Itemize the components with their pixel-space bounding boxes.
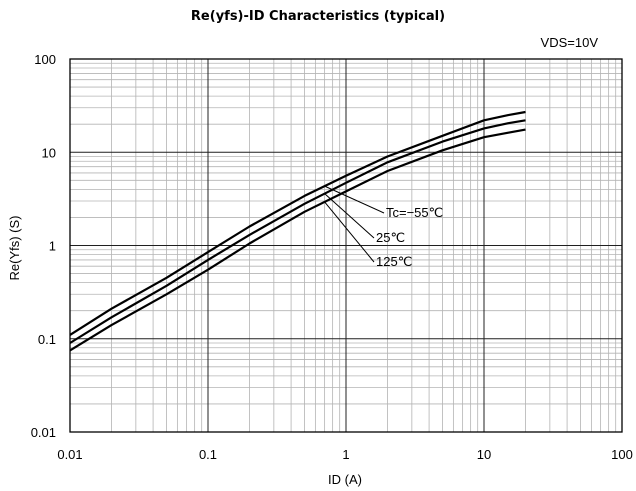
plot-frame (69, 58, 623, 433)
x-tick-label: 0.01 (57, 447, 82, 462)
condition-note: VDS=10V (541, 35, 599, 50)
y-tick-label: 1 (49, 239, 56, 254)
annotation-leader (324, 185, 385, 214)
grid (69, 58, 623, 433)
series-label: Tc=−55℃ (386, 205, 443, 220)
chart-title: Re(yfs)-ID Characteristics (typical) (191, 9, 445, 24)
tick-labels: 0.01 0.1 1 10 100 0.01 0.1 1 10 100 (31, 52, 633, 462)
annotation-leader (324, 201, 375, 263)
y-tick-label: 0.1 (38, 332, 56, 347)
x-tick-label: 0.1 (199, 447, 217, 462)
series-label: 125℃ (376, 254, 412, 269)
y-tick-label: 100 (34, 52, 56, 67)
y-tick-label: 10 (42, 145, 56, 160)
series-line (69, 119, 526, 344)
x-tick-label: 100 (611, 447, 633, 462)
series-lines (69, 110, 526, 352)
x-tick-label: 10 (477, 447, 491, 462)
series-line (69, 110, 526, 336)
series-annotations: Tc=−55℃ 25℃ 125℃ (324, 185, 443, 269)
y-tick-label: 0.01 (31, 425, 56, 440)
x-tick-label: 1 (342, 447, 349, 462)
series-label: 25℃ (376, 230, 405, 245)
y-axis-label: Re(Yfs) (S) (7, 216, 22, 281)
annotation-leader (324, 193, 375, 239)
x-axis-label: ID (A) (328, 472, 362, 487)
series-line (69, 128, 526, 352)
